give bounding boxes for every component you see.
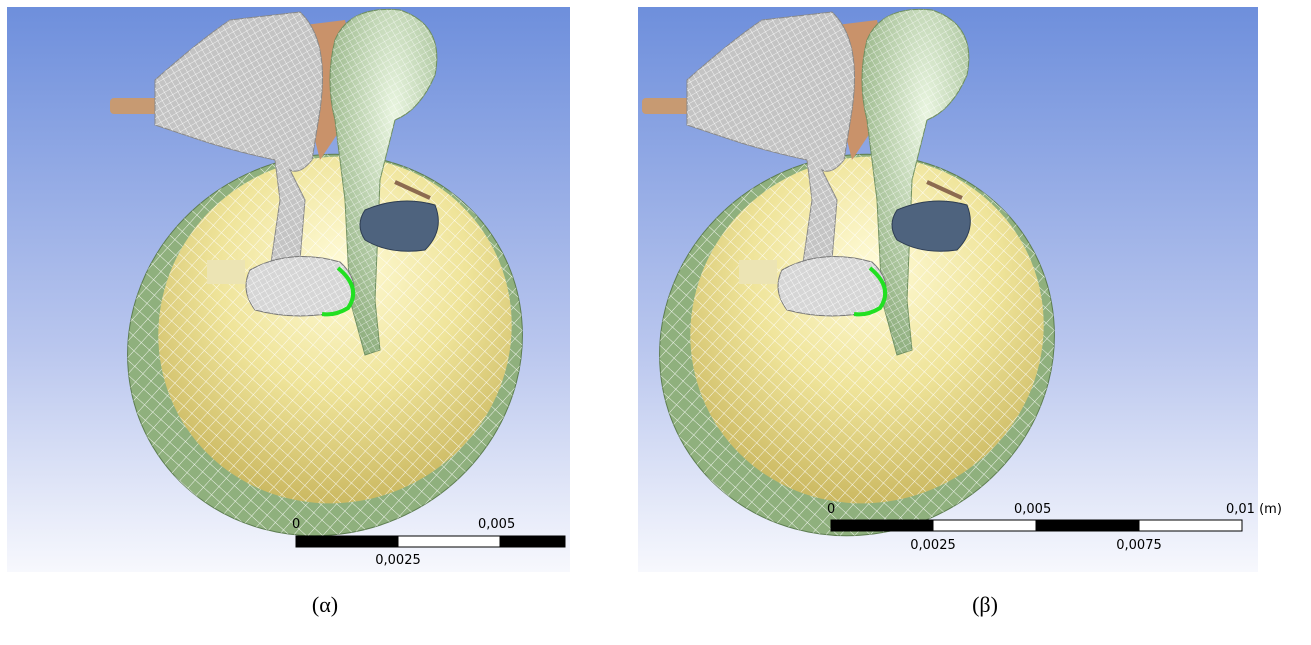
page: {"panels": [ {"scale_bar": {"top_labels"… [0,0,1311,645]
scale-segment [1036,520,1139,531]
scale-label: 0,005 [478,517,515,532]
scale-segment [933,520,1036,531]
figure: 0 0,005 0,0025 (α) 0 0,005 0,01 (m) 0,00… [0,0,1311,641]
scale-label: 0,0025 [375,553,421,568]
scale-segment [831,520,933,531]
scale-segment [398,536,500,547]
scale-label: 0 [292,517,300,532]
scale-label: 0,0025 [910,538,956,553]
scale-label: 0,0075 [1116,538,1162,553]
scale-label: 0,005 [1014,502,1051,517]
scale-label: 0,01 (m) [1226,502,1282,517]
scale-label: 0 [827,502,835,517]
caption: (β) [972,592,998,617]
scale-segment [296,536,398,547]
scale-segment [1139,520,1242,531]
scale-segment [500,536,565,547]
panel-alpha: 0 0,005 0,0025 (α) [7,7,590,617]
caption: (α) [312,592,338,617]
panel-beta: 0 0,005 0,01 (m) 0,0025 0,0075 (β) [592,7,1282,617]
